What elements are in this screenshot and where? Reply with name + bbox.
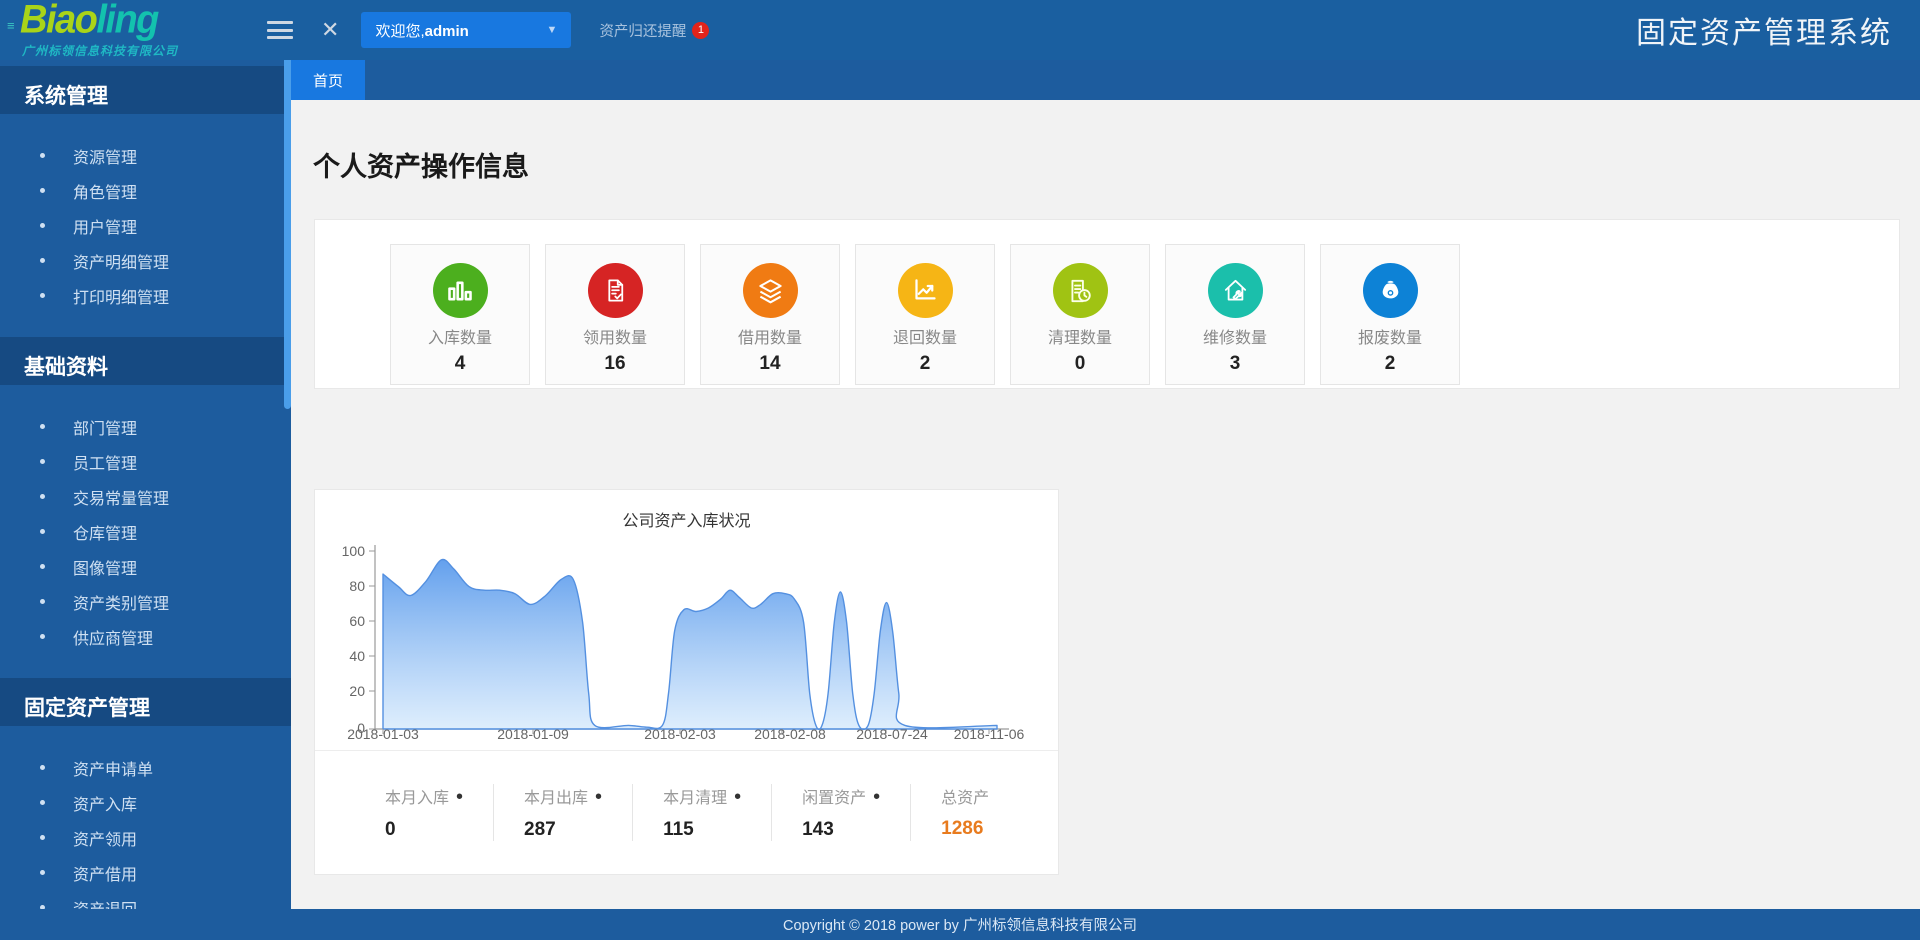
svg-text:2018-07-24: 2018-07-24	[856, 726, 928, 742]
svg-text:2018-02-03: 2018-02-03	[644, 726, 716, 742]
svg-text:40: 40	[349, 648, 365, 664]
svg-text:100: 100	[342, 543, 366, 559]
svg-text:2018-01-03: 2018-01-03	[347, 726, 419, 742]
svg-text:60: 60	[349, 613, 365, 629]
svg-text:20: 20	[349, 683, 365, 699]
svg-text:2018-11-06: 2018-11-06	[954, 726, 1025, 742]
svg-text:80: 80	[349, 578, 365, 594]
svg-text:2018-02-08: 2018-02-08	[754, 726, 826, 742]
svg-text:2018-01-09: 2018-01-09	[497, 726, 569, 742]
